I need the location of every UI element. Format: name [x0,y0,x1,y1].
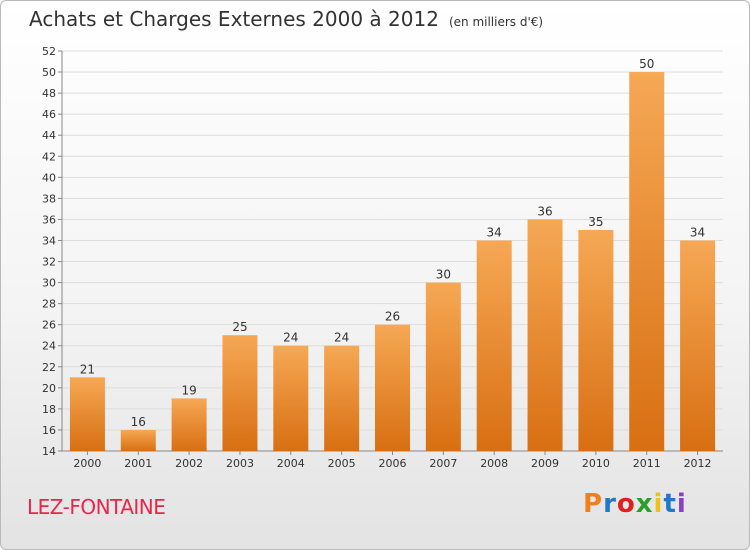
data-label-2003: 25 [232,320,247,334]
bar-2006 [375,324,410,451]
bar-layer [69,72,716,451]
chart-title: Achats et Charges Externes 2000 à 2012 (e… [29,7,543,31]
x-tick-label-2006: 2006 [379,457,407,470]
data-label-2007: 30 [436,268,451,282]
logo-letter: i [676,489,687,519]
logo-letter: x [635,489,654,519]
commune-name: LEZ-FONTAINE [27,495,166,519]
data-label-2011: 50 [639,57,654,71]
logo-letter: r [603,489,617,519]
data-label-2004: 24 [283,331,298,345]
y-tick-label: 42 [42,150,56,163]
bar-2012 [680,240,716,451]
y-tick-label: 52 [42,45,56,58]
x-tick-label-2011: 2011 [633,457,661,470]
y-tick-label: 14 [42,445,56,458]
logo-letter: t [663,489,677,519]
y-tick-label: 16 [42,424,56,437]
bar-2002 [171,398,207,451]
bar-2005 [324,345,360,451]
y-tick-label: 26 [42,319,56,332]
y-tick-label: 18 [42,403,56,416]
data-label-2005: 24 [334,331,349,345]
bar-2004 [273,345,309,451]
x-tick-label-2001: 2001 [124,457,152,470]
bar-2007 [425,282,461,451]
bar-2000 [69,377,105,451]
logo-letter: o [616,489,636,519]
data-label-2008: 34 [487,225,502,239]
y-tick-label: 36 [42,213,56,226]
x-tick-label-2010: 2010 [582,457,610,470]
data-label-2012: 34 [690,225,705,239]
x-tick-label-2000: 2000 [73,457,101,470]
y-tick-label: 50 [42,66,56,79]
y-tick-label: 48 [42,87,56,100]
x-tick-label-2005: 2005 [328,457,356,470]
logo-letter: P [583,489,604,519]
y-tick-label: 34 [42,234,56,247]
y-tick-label: 28 [42,298,56,311]
bar-2010 [578,229,614,451]
x-tick-label-2012: 2012 [684,457,712,470]
y-tick-label: 22 [42,361,56,374]
data-label-2006: 26 [385,310,400,324]
x-tick-label-2003: 2003 [226,457,254,470]
bar-2001 [120,429,156,451]
y-tick-label: 44 [42,129,56,142]
data-label-2001: 16 [131,415,146,429]
data-label-2009: 36 [537,204,552,218]
y-tick-label: 20 [42,382,56,395]
data-label-2002: 19 [181,383,196,397]
x-tick-label-2009: 2009 [531,457,559,470]
chart-subtitle: (en milliers d'€) [448,15,544,29]
bar-chart: 14 16 18 20 22 24 26 28 30 32 34 36 38 40 42 44 46 48 50 52… [42,45,723,470]
y-tick-label: 40 [42,171,56,184]
y-tick-label: 46 [42,108,56,121]
bar-2003 [222,335,258,451]
y-tick-label: 30 [42,277,56,290]
bar-2008 [476,240,512,451]
x-tick-label-2008: 2008 [480,457,508,470]
bar-2009 [527,219,563,451]
y-tick-label: 24 [42,340,56,353]
data-label-2000: 21 [80,362,95,376]
logo-letter: i [653,489,664,519]
x-tick-label-2002: 2002 [175,457,203,470]
chart-title-text: Achats et Charges Externes 2000 à 2012 [29,7,439,31]
y-tick-label: 32 [42,256,56,269]
proxiti-logo: Proxiti [583,489,687,519]
x-tick-label-2004: 2004 [277,457,305,470]
label-layer: 14 16 18 20 22 24 26 28 30 32 34 36 38 40 42 44 46 48 50 52… [42,45,712,470]
bar-2011 [629,72,665,451]
y-tick-label: 38 [42,192,56,205]
data-label-2010: 35 [588,215,603,229]
x-tick-label-2007: 2007 [429,457,457,470]
